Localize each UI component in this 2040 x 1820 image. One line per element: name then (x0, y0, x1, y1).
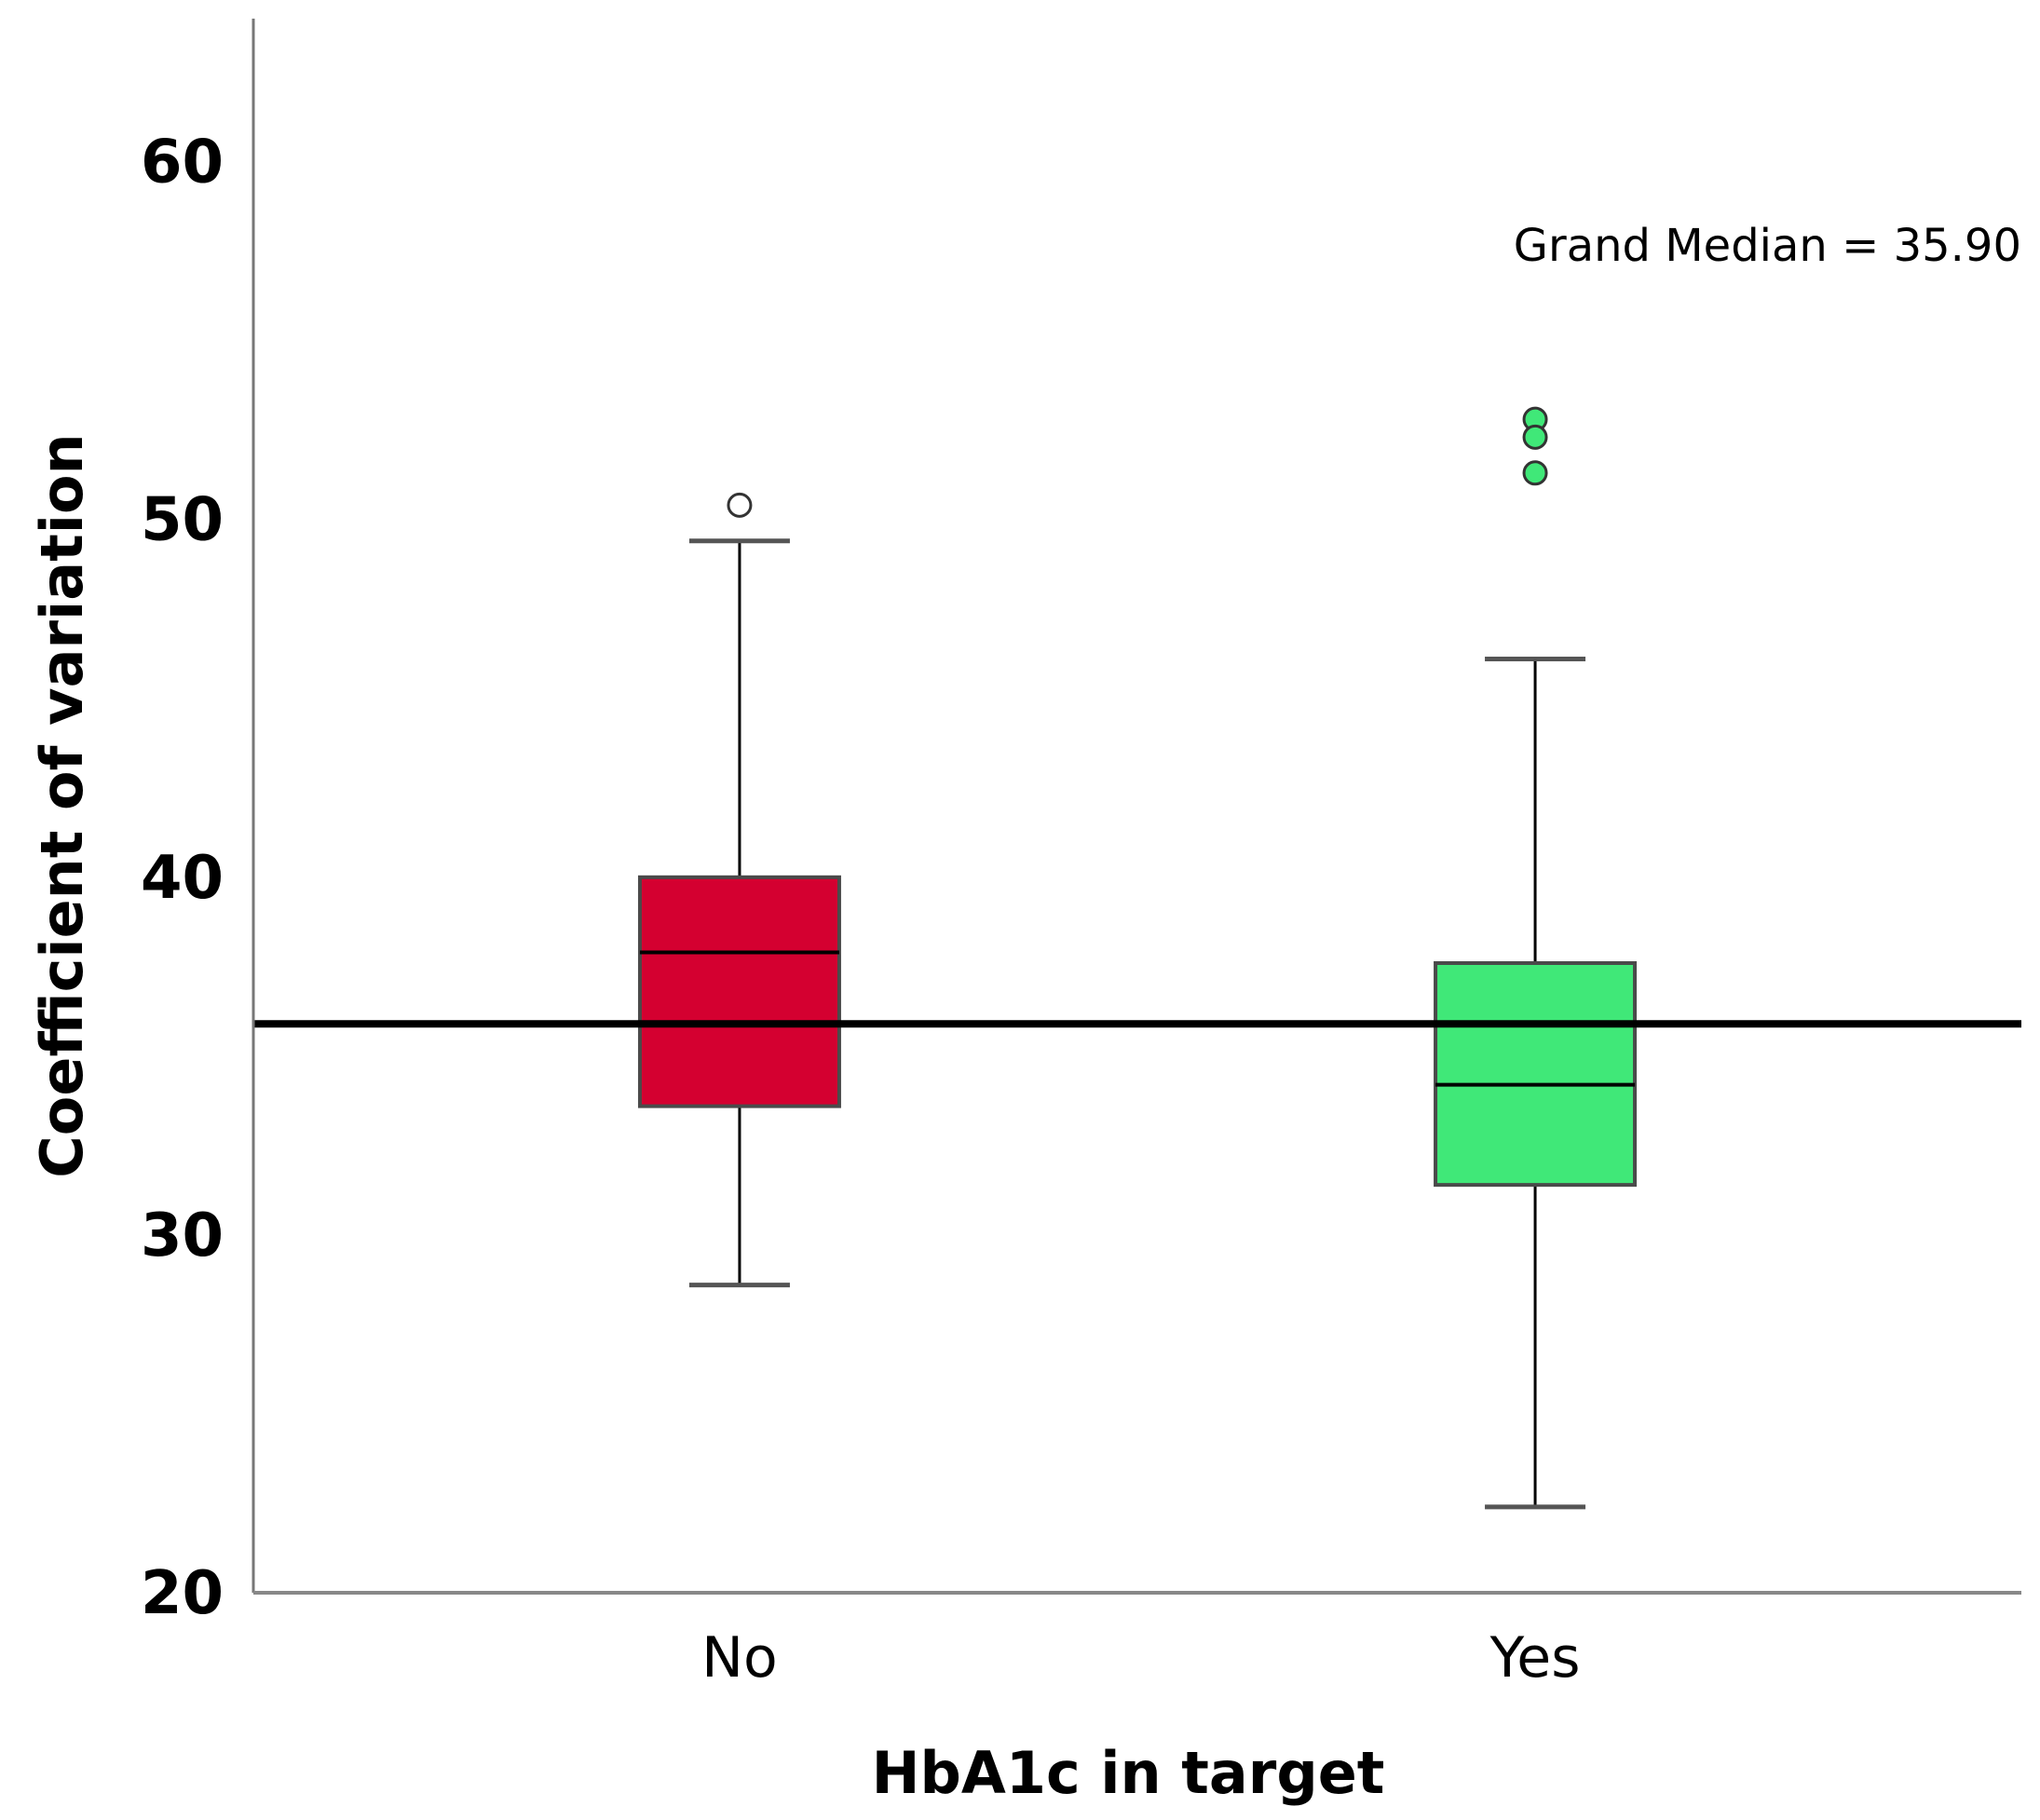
box-no (637, 875, 841, 1108)
y-tick-label-40: 40 (141, 844, 224, 913)
y-tick-label-50: 50 (141, 486, 224, 555)
boxes-layer (637, 406, 1638, 1510)
axes-layer (252, 19, 2021, 1595)
y-tick-label-20: 20 (141, 1559, 224, 1628)
labels-layer: Grand Median = 35.90 20 30 40 50 60 No Yes HbA1c… (28, 129, 2021, 1807)
y-tick-label-60: 60 (141, 129, 224, 197)
y-tick-label-30: 30 (141, 1202, 224, 1270)
outlier-yes-2 (1522, 460, 1548, 486)
grand-median-label: Grand Median = 35.90 (1514, 220, 2021, 272)
x-tick-label-no: No (701, 1625, 778, 1691)
y-axis-title: Coefficient of variation (28, 433, 96, 1177)
outlier-yes-1 (1522, 424, 1548, 450)
outlier-no-0 (727, 492, 753, 518)
box-yes (1434, 961, 1638, 1188)
x-axis-title: HbA1c in target (872, 1739, 1385, 1807)
x-tick-label-yes: Yes (1489, 1625, 1581, 1691)
